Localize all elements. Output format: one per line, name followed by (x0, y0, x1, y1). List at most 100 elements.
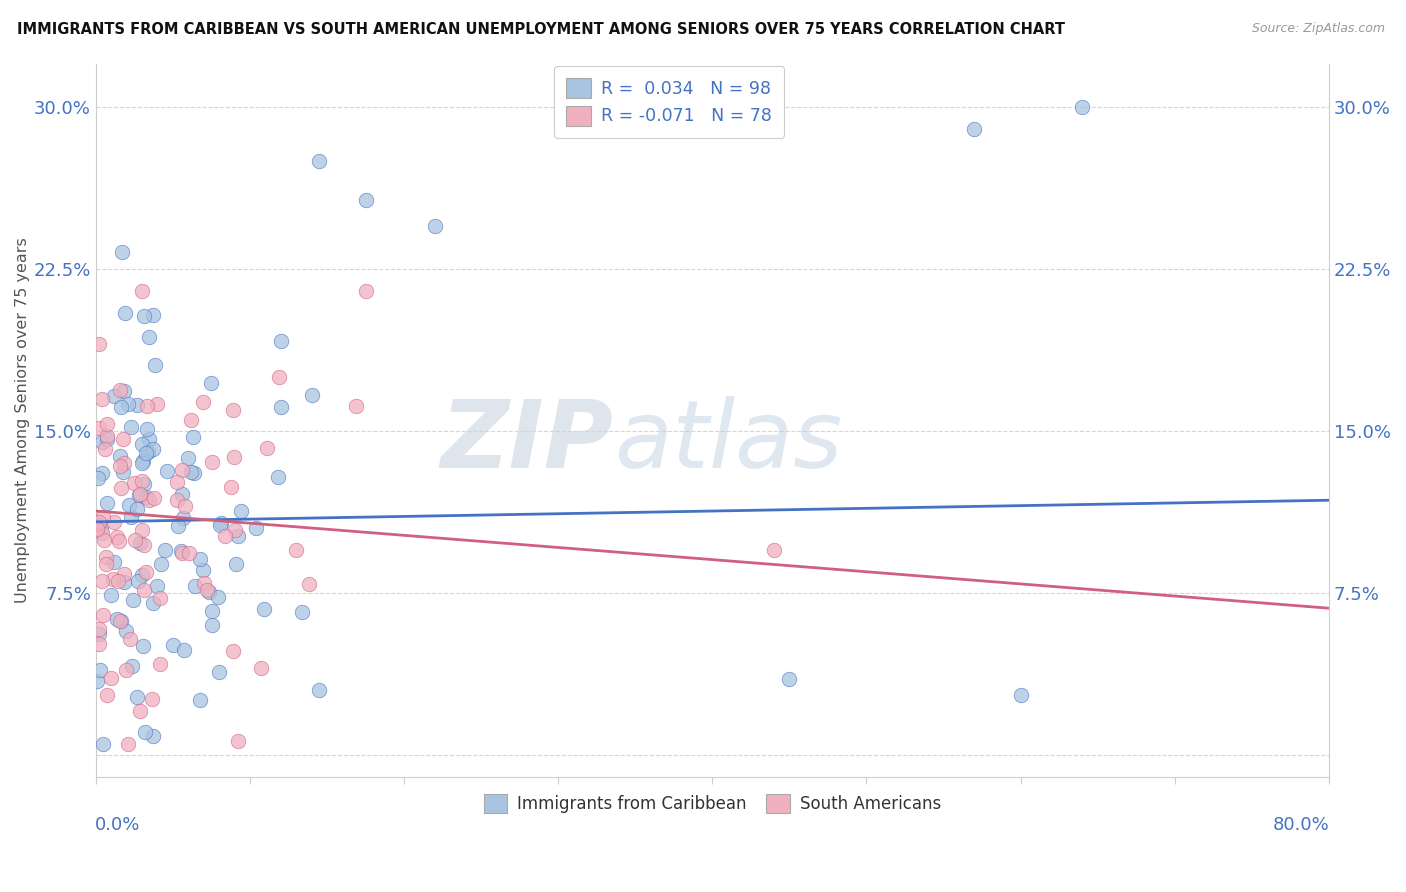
Point (132, 454, 155, 468)
Point (90, 574, 112, 589)
Point (96, 428, 118, 442)
Text: ZIP: ZIP (441, 396, 613, 488)
Point (128, 488, 150, 502)
Point (170, 544, 193, 558)
Point (115, 663, 138, 677)
Text: Source: ZipAtlas.com: Source: ZipAtlas.com (1251, 22, 1385, 36)
Point (94, 442, 117, 457)
Point (188, 551, 211, 566)
Point (108, 449, 131, 463)
Point (103, 389, 125, 403)
Point (89, 337, 111, 351)
Point (193, 576, 215, 591)
Point (142, 491, 165, 505)
Point (121, 659, 143, 673)
Point (110, 481, 132, 495)
Point (91, 608, 114, 623)
Point (112, 465, 135, 479)
Point (96, 432, 118, 446)
Point (103, 515, 125, 529)
Point (191, 395, 214, 409)
Point (94, 557, 117, 571)
Point (155, 464, 177, 478)
Point (107, 533, 129, 548)
Point (166, 475, 188, 490)
Point (135, 491, 157, 505)
Point (93, 533, 115, 547)
Point (96, 688, 118, 702)
Point (103, 555, 125, 569)
Point (135, 400, 157, 414)
Point (207, 665, 229, 679)
Point (87, 637, 110, 651)
Point (207, 590, 229, 604)
Point (172, 546, 194, 560)
Point (124, 533, 146, 548)
Point (201, 617, 224, 632)
Point (141, 691, 163, 706)
Point (91, 737, 114, 751)
Point (267, 370, 290, 384)
Point (224, 523, 246, 537)
Point (423, 219, 446, 233)
Point (270, 334, 292, 349)
Point (226, 734, 249, 748)
Point (173, 643, 195, 657)
Point (253, 601, 276, 615)
Point (184, 579, 207, 593)
Point (86, 522, 108, 536)
Point (118, 498, 141, 512)
Point (166, 493, 188, 508)
Point (153, 543, 176, 558)
Point (225, 558, 247, 572)
Point (308, 154, 330, 169)
Point (96, 417, 118, 431)
Point (131, 436, 153, 450)
Point (131, 456, 153, 470)
Point (101, 572, 124, 586)
Point (134, 725, 156, 739)
Point (142, 308, 165, 322)
Point (183, 466, 205, 480)
Point (181, 430, 204, 444)
Point (127, 574, 149, 589)
Point (762, 542, 785, 557)
Point (105, 612, 128, 626)
Point (132, 583, 155, 598)
Point (136, 445, 159, 459)
Point (176, 450, 198, 465)
Point (778, 673, 800, 687)
Point (105, 530, 128, 544)
Point (142, 442, 165, 457)
Point (209, 518, 232, 533)
Point (110, 614, 132, 628)
Point (112, 432, 135, 446)
Point (142, 729, 165, 743)
Point (200, 455, 222, 469)
Point (94, 549, 117, 564)
Text: 80.0%: 80.0% (1274, 816, 1330, 834)
Point (136, 422, 159, 436)
Point (87, 626, 110, 640)
Point (201, 604, 224, 618)
Point (231, 504, 253, 518)
Point (162, 638, 184, 652)
Point (128, 487, 150, 501)
Point (107, 574, 129, 589)
Point (138, 432, 160, 446)
Point (112, 574, 135, 589)
Point (90, 435, 112, 450)
Point (291, 605, 314, 619)
Point (222, 403, 245, 417)
Point (177, 546, 200, 560)
Legend: Immigrants from Caribbean, South Americans: Immigrants from Caribbean, South America… (475, 786, 949, 822)
Point (222, 644, 245, 658)
Point (131, 568, 153, 582)
Point (91, 526, 114, 541)
Point (145, 358, 167, 372)
Point (132, 538, 155, 552)
Point (112, 456, 135, 470)
Point (172, 511, 194, 525)
Point (91, 466, 114, 480)
Point (121, 420, 143, 434)
